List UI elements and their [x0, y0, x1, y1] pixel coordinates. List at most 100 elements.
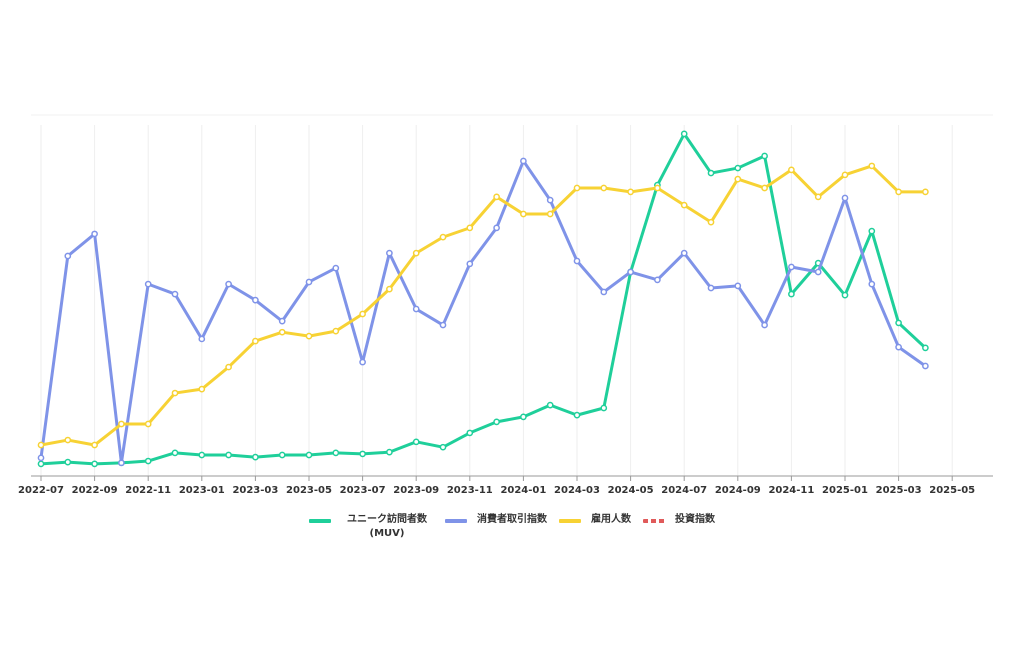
- data-point: [788, 290, 795, 298]
- data-point: [493, 418, 500, 426]
- x-tick-label: 2025-01: [822, 485, 868, 496]
- data-point: [91, 460, 98, 468]
- series-line: [40, 164, 926, 447]
- legend-label: ユニーク訪問者数 (MUV): [347, 514, 427, 539]
- x-tick-label: 2022-09: [72, 485, 118, 496]
- x-tick-label: 2024-11: [768, 485, 814, 496]
- data-point: [922, 188, 929, 196]
- data-point: [466, 429, 474, 437]
- x-tick-label: 2023-07: [340, 485, 386, 496]
- data-point: [305, 451, 313, 459]
- data-point: [466, 260, 474, 268]
- data-point: [332, 327, 340, 335]
- data-point: [64, 458, 72, 466]
- x-tick-label: 2023-05: [286, 485, 332, 496]
- data-point: [654, 276, 661, 284]
- data-point: [37, 454, 45, 462]
- data-point: [680, 249, 688, 257]
- data-point: [520, 413, 527, 421]
- legend-item[interactable]: ユニーク訪問者数 (MUV): [309, 513, 433, 541]
- data-point: [144, 280, 152, 288]
- legend-swatch: [643, 519, 665, 523]
- data-point: [359, 450, 366, 458]
- x-tick-label: 2023-11: [447, 485, 493, 496]
- series-line: [40, 132, 927, 466]
- data-point: [895, 319, 902, 327]
- data-point: [91, 441, 98, 449]
- data-point: [707, 218, 715, 226]
- data-point: [37, 441, 45, 449]
- data-point: [841, 291, 849, 299]
- data-point: [922, 362, 929, 370]
- data-point: [841, 194, 849, 202]
- legend-item[interactable]: 消費者取引指数: [445, 513, 547, 527]
- data-point: [868, 280, 876, 288]
- data-point: [412, 305, 420, 313]
- data-point: [734, 282, 742, 290]
- data-point: [118, 420, 125, 428]
- data-point: [37, 460, 45, 468]
- data-point: [814, 193, 822, 201]
- data-point: [439, 321, 447, 329]
- data-point: [278, 317, 286, 325]
- data-point: [171, 389, 179, 397]
- data-point: [252, 296, 259, 304]
- data-point: [493, 193, 500, 201]
- data-point: [252, 453, 259, 461]
- data-point: [761, 184, 768, 192]
- data-point: [466, 224, 474, 232]
- data-point: [64, 252, 72, 260]
- data-point: [600, 404, 608, 412]
- data-point: [600, 288, 608, 296]
- data-point: [814, 268, 822, 276]
- data-point: [680, 201, 688, 209]
- legend-item[interactable]: 投資指数: [643, 513, 715, 527]
- data-point: [412, 438, 420, 446]
- x-tick-label: 2024-03: [554, 485, 600, 496]
- data-point: [761, 321, 768, 329]
- data-point: [386, 285, 393, 293]
- data-point: [359, 310, 366, 318]
- data-point: [868, 227, 876, 235]
- data-point: [761, 152, 768, 160]
- data-point: [680, 130, 688, 138]
- x-tick-label: 2024-09: [715, 485, 761, 496]
- data-point: [144, 420, 152, 428]
- legend-swatch: [559, 519, 581, 523]
- data-point: [171, 290, 179, 298]
- data-point: [734, 175, 742, 183]
- data-point: [895, 188, 902, 196]
- x-tick-label: 2024-07: [661, 485, 707, 496]
- data-point: [788, 166, 795, 174]
- series-line: [39, 159, 927, 465]
- data-point: [788, 263, 795, 271]
- data-point: [520, 210, 527, 218]
- legend-item[interactable]: 雇用人数: [559, 513, 631, 527]
- data-point: [198, 451, 206, 459]
- x-tick-label: 2024-05: [608, 485, 654, 496]
- data-point: [546, 210, 554, 218]
- x-tick-label: 2025-05: [929, 485, 975, 496]
- x-tick-label: 2023-01: [179, 485, 225, 496]
- data-point: [386, 249, 393, 257]
- data-point: [359, 358, 366, 366]
- data-point: [654, 184, 661, 192]
- x-tick-label: 2023-03: [232, 485, 278, 496]
- legend-label: 投資指数: [675, 514, 715, 525]
- data-point: [252, 337, 259, 345]
- data-point: [546, 196, 554, 204]
- x-tick-label: 2022-07: [18, 485, 64, 496]
- x-tick-label: 2025-03: [876, 485, 922, 496]
- legend-label: 消費者取引指数: [477, 514, 547, 525]
- data-point: [305, 278, 313, 286]
- legend-swatch: [309, 519, 331, 523]
- data-point: [144, 457, 152, 465]
- data-point: [198, 385, 206, 393]
- data-point: [439, 233, 447, 241]
- data-point: [922, 344, 929, 352]
- legend: ユニーク訪問者数 (MUV) 消費者取引指数 雇用人数 投資指数: [0, 513, 1024, 541]
- data-point: [707, 284, 715, 292]
- data-point: [841, 171, 849, 179]
